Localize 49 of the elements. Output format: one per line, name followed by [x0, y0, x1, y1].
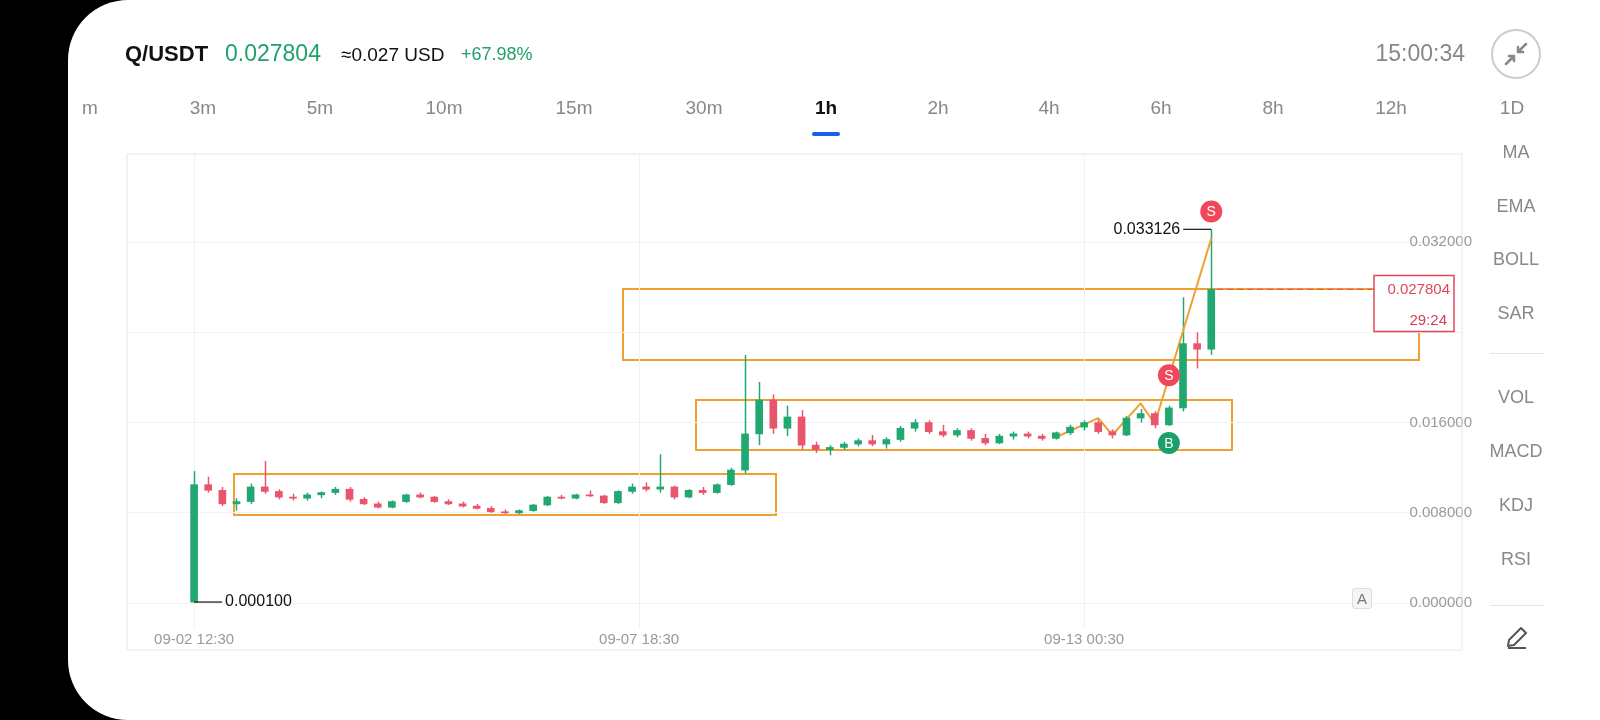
candlestick	[783, 404, 792, 437]
text: 10m	[425, 97, 463, 118]
text: 5m	[306, 97, 334, 118]
text: ≈0.027 USD	[341, 44, 445, 65]
candlestick	[1193, 331, 1201, 370]
text: EMA	[1496, 196, 1536, 216]
text: RSI	[1500, 549, 1532, 569]
text: KDJ	[1498, 495, 1534, 515]
text: MACD	[1489, 441, 1543, 461]
text: 0.027804	[225, 40, 321, 66]
text: 6h	[1150, 97, 1172, 118]
text: 15:00:34	[1375, 40, 1465, 66]
annotation: S	[1206, 203, 1216, 220]
text: SAR	[1497, 303, 1535, 323]
y-tick-label: 0.008000	[1409, 503, 1472, 521]
text: MA	[1502, 142, 1530, 162]
candlestick	[246, 482, 255, 505]
text: VOL	[1497, 387, 1535, 407]
text: 8h	[1262, 97, 1284, 118]
annotation: A	[1351, 588, 1373, 609]
y-tick-label: 0.016000	[1409, 412, 1472, 430]
annotation: 29:24	[1409, 311, 1447, 328]
candlestick	[727, 466, 735, 487]
text: 4h	[1038, 97, 1060, 118]
candlestick	[656, 453, 665, 494]
text: 3m	[189, 97, 217, 118]
ref-line-label: 0.027804	[1387, 279, 1450, 297]
text: 30m	[685, 97, 723, 118]
candlestick	[218, 486, 227, 507]
text: BOLL	[1492, 249, 1540, 269]
text: 12h	[1375, 97, 1407, 118]
candlestick	[260, 460, 269, 495]
y-tick-label: 0.000000	[1409, 593, 1472, 611]
text: +67.98%	[461, 44, 533, 64]
text: m	[82, 97, 98, 118]
text: 2h	[927, 97, 949, 118]
text: 15m	[555, 97, 593, 118]
chart-title: Q/USDT	[125, 41, 209, 66]
annotation: B	[1164, 434, 1174, 451]
text: 1D	[1499, 97, 1525, 118]
x-tick-label: 09-02 12:30	[154, 630, 235, 648]
candlestick	[1165, 404, 1173, 427]
annotation: S	[1164, 367, 1174, 384]
x-tick-label: 09-07 18:30	[599, 630, 680, 648]
annotation: 0.033126	[1113, 219, 1181, 237]
text: 1h	[814, 97, 838, 118]
annotation: 0.000100	[225, 592, 292, 610]
x-tick-label: 09-13 00:30	[1044, 630, 1125, 648]
y-tick-label: 0.032000	[1409, 232, 1472, 250]
